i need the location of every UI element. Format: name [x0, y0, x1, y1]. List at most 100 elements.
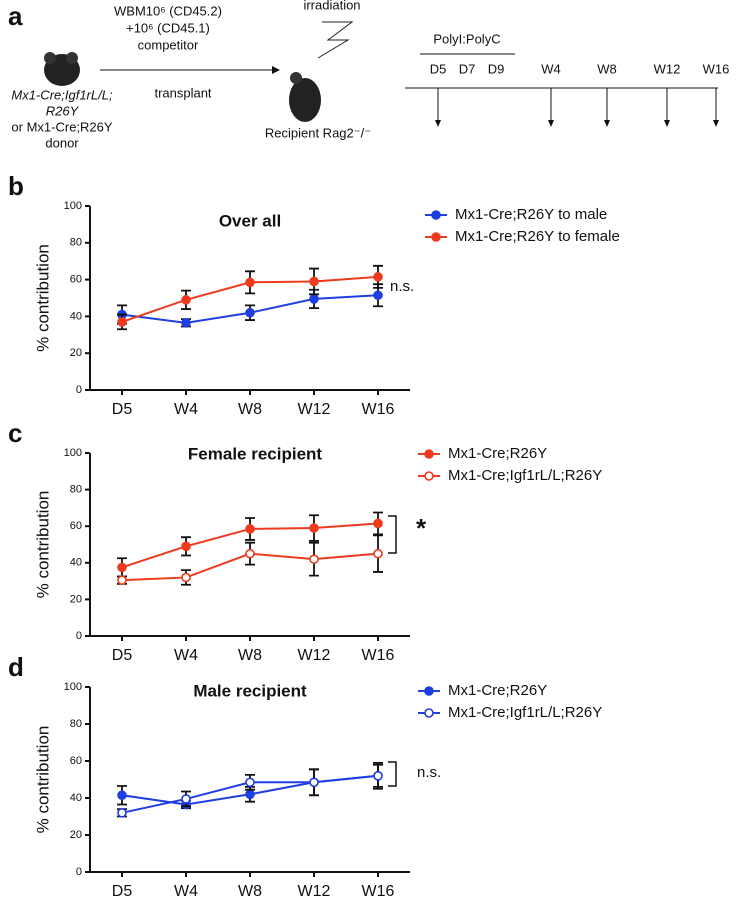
- marker: [245, 789, 255, 800]
- bracket: [388, 761, 397, 787]
- chart: b Over all % contribution 0 20 40 60 80 100 D5 W4 W…: [8, 171, 620, 418]
- y-tick-label: 100: [64, 200, 82, 212]
- donor-text: or Mx1-Cre;R26Y: [11, 119, 112, 134]
- cells-text: WBM10⁶ (CD45.2): [114, 3, 222, 18]
- legend-marker: [431, 210, 441, 220]
- timepoint-label: D9: [488, 61, 505, 76]
- x-tick-label: W12: [298, 401, 331, 418]
- y-axis-label: % contribution: [33, 726, 52, 834]
- y-axis-label: % contribution: [33, 491, 52, 599]
- recipient-mouse: [289, 78, 321, 122]
- marker: [181, 572, 191, 583]
- recipient-mouse-ear: [290, 72, 302, 84]
- marker: [309, 294, 319, 304]
- timepoint-label: D5: [430, 61, 447, 76]
- legend-marker: [424, 686, 434, 696]
- y-tick-label: 60: [70, 520, 82, 532]
- x-tick-label: W12: [298, 647, 331, 664]
- panel-label: b: [8, 171, 24, 201]
- timepoint-label: W8: [597, 61, 617, 76]
- irradiation-label: irradiation: [303, 0, 360, 12]
- donor-mouse-ear: [44, 52, 56, 64]
- annotation: n.s.: [390, 278, 414, 295]
- y-axis-label: % contribution: [33, 244, 52, 352]
- y-tick-label: 20: [70, 593, 82, 605]
- arrow-head: [435, 120, 441, 127]
- legend-label: Mx1-Cre;Igf1rL/L;R26Y: [448, 704, 602, 721]
- y-tick-label: 20: [70, 347, 82, 359]
- x-tick-label: D5: [112, 647, 133, 664]
- x-tick-label: W4: [174, 647, 198, 664]
- legend-label: Mx1-Cre;R26Y to male: [455, 206, 607, 223]
- y-tick-label: 60: [70, 274, 82, 286]
- annotation: n.s.: [417, 764, 441, 781]
- marker: [117, 807, 127, 818]
- arrow-head: [664, 120, 670, 127]
- marker: [245, 524, 255, 534]
- marker: [181, 541, 191, 552]
- legend-marker: [424, 708, 434, 718]
- annotation: *: [416, 513, 427, 543]
- x-tick-label: W12: [298, 883, 331, 900]
- y-tick-label: 60: [70, 755, 82, 767]
- marker: [181, 318, 191, 328]
- legend-label: Mx1-Cre;R26Y to female: [455, 228, 620, 245]
- marker: [245, 777, 255, 788]
- marker: [245, 277, 255, 288]
- recipient-label: Recipient Rag2⁻/⁻: [265, 125, 371, 140]
- cells-text: +10⁶ (CD45.1): [126, 20, 210, 35]
- x-tick-label: D5: [112, 401, 133, 418]
- legend-marker: [424, 449, 434, 459]
- timepoint-label: W4: [541, 61, 561, 76]
- donor-mouse-ear: [66, 52, 78, 64]
- panel-a: a Mx1-Cre;Igf1rL/L; R26Y or Mx1-Cre;R26Y…: [8, 0, 718, 150]
- x-tick-label: W8: [238, 883, 262, 900]
- chart-title: Over all: [219, 211, 281, 230]
- donor-text: donor: [45, 135, 79, 150]
- donor-text: Mx1-Cre;Igf1rL/L;: [11, 87, 113, 102]
- marker: [117, 317, 127, 327]
- marker: [373, 290, 383, 301]
- marker: [309, 276, 319, 287]
- arrow-head: [548, 120, 554, 127]
- marker: [181, 295, 191, 305]
- marker: [309, 554, 319, 564]
- arrow-head: [713, 120, 719, 127]
- y-tick-label: 20: [70, 829, 82, 841]
- arrow-head: [604, 120, 610, 127]
- marker: [245, 548, 255, 559]
- y-tick-label: 100: [64, 447, 82, 459]
- y-tick-label: 80: [70, 718, 82, 730]
- y-tick-label: 80: [70, 237, 82, 249]
- marker: [117, 562, 127, 573]
- panel-label: c: [8, 418, 22, 448]
- x-tick-label: W16: [362, 401, 395, 418]
- chart-title: Male recipient: [193, 681, 307, 700]
- y-tick-label: 40: [70, 310, 82, 322]
- timepoint-label: W12: [654, 61, 681, 76]
- y-tick-label: 80: [70, 484, 82, 496]
- marker: [373, 770, 383, 781]
- marker: [373, 272, 383, 282]
- legend-label: Mx1-Cre;Igf1rL/L;R26Y: [448, 467, 602, 484]
- cells-text: competitor: [138, 37, 199, 52]
- legend-marker: [424, 471, 434, 481]
- x-tick-label: W16: [362, 883, 395, 900]
- irradiation-icon: [317, 21, 354, 59]
- x-tick-label: W8: [238, 401, 262, 418]
- chart: d Male recipient % contribution 0 20 40 60 80 10…: [8, 652, 602, 900]
- timepoint-label: W16: [703, 61, 730, 76]
- x-tick-label: W16: [362, 647, 395, 664]
- treatment-label: PolyI:PolyC: [433, 31, 500, 46]
- y-tick-label: 0: [76, 866, 82, 878]
- chart: c Female recipient % contribution 0 20 40 60 80…: [8, 418, 602, 664]
- marker: [309, 777, 319, 788]
- legend-marker: [431, 232, 441, 242]
- marker: [245, 307, 255, 318]
- transplant-label: transplant: [154, 85, 211, 100]
- timepoint-label: D7: [459, 61, 476, 76]
- arrow-head: [272, 66, 280, 74]
- x-tick-label: W4: [174, 401, 198, 418]
- y-tick-label: 100: [64, 681, 82, 693]
